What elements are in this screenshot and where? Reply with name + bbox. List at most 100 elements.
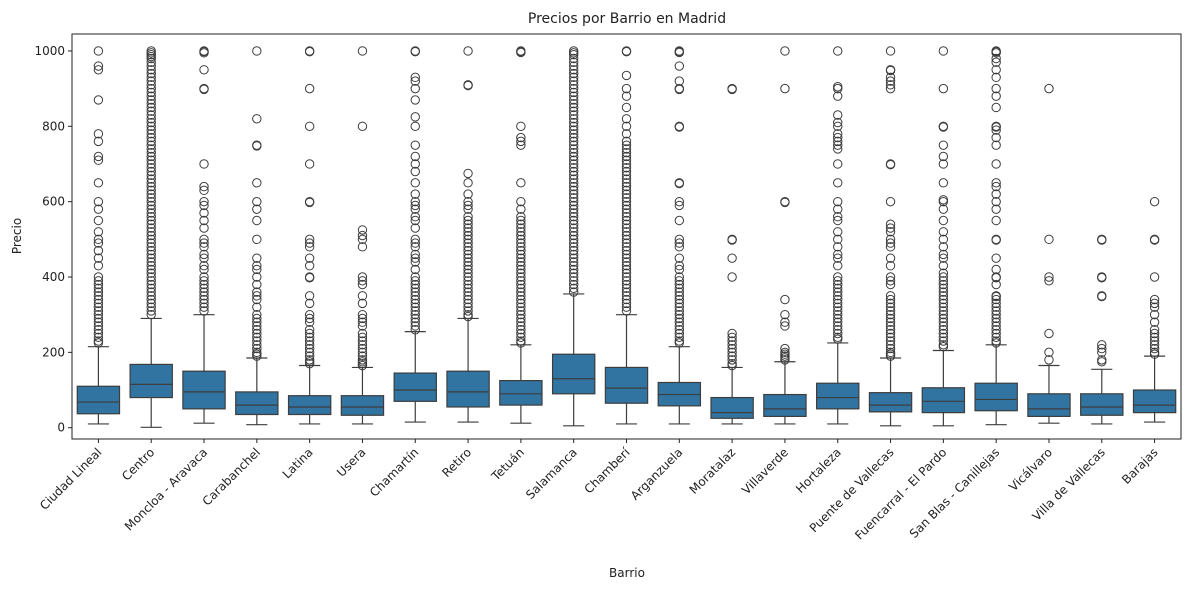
outlier-point [304,298,315,309]
outlier-point [146,129,156,139]
outlier-point [885,253,896,263]
box-group [763,46,807,425]
outlier-point [146,166,156,177]
outlier-point [146,257,156,267]
outlier-point [885,302,896,312]
box-group [974,46,1018,426]
outlier-point [199,249,209,260]
outlier-point [991,53,1001,64]
outlier-point [674,298,685,309]
outlier-point [1044,328,1054,339]
outlier-point [938,242,949,252]
outlier-point [410,306,420,316]
outlier-point [938,215,949,226]
outlier-point [410,223,420,233]
outlier-point [833,132,843,143]
box [446,370,490,408]
outlier-point [885,260,896,271]
outlier-point [463,168,473,179]
outlier-point [93,155,104,165]
outlier-point [938,321,949,331]
outlier-point [199,287,209,297]
outlier-point [1044,347,1054,358]
outlier-point [568,166,579,177]
outlier-point [357,225,368,235]
outlier-point [621,200,632,211]
outlier-point [780,196,790,207]
outlier-point [146,178,156,188]
outlier-point [885,65,896,76]
outlier-point [991,181,1001,192]
outlier-point [991,235,1001,245]
outlier-point [621,208,632,218]
y-axis-label: Precio [10,218,24,254]
outlier-point [516,219,526,229]
outlier-point [833,212,843,222]
outlier-point [357,336,368,346]
outlier-point [146,291,156,301]
outlier-point [146,151,156,162]
outlier-point [410,238,420,248]
outlier-point [568,61,579,71]
outlier-point [568,50,579,60]
outlier-point [304,313,315,324]
outlier-point [1097,291,1107,301]
outlier-point [199,276,209,286]
outlier-point [410,257,420,267]
box [182,370,226,410]
outlier-point [410,283,420,294]
outlier-point [252,272,262,282]
outlier-point [1149,294,1160,305]
outlier-point [1149,196,1160,207]
outlier-point [93,325,104,335]
outlier-point [674,283,685,294]
outlier-point [833,309,843,320]
outlier-point [1149,325,1160,335]
outlier-point [621,212,632,222]
outlier-point [146,83,156,94]
outlier-point [146,306,156,316]
outlier-point [146,163,156,173]
outlier-point [833,178,843,188]
box [1132,389,1177,414]
box-group [393,46,437,423]
outlier-point [252,287,262,297]
outlier-point [568,196,579,207]
outlier-point [410,287,420,297]
outlier-point [252,196,262,207]
outlier-point [304,272,315,282]
outlier-point [991,294,1001,305]
x-tick-label: Usera [334,445,368,479]
outlier-point [93,313,104,324]
outlier-point [146,65,156,75]
y-tick-label: 1000 [34,44,65,58]
outlier-point [146,287,156,297]
outlier-point [146,68,156,79]
outlier-point [568,204,579,214]
outlier-point [410,298,420,309]
outlier-point [146,302,156,312]
outlier-point [885,238,896,248]
outlier-point [410,317,420,327]
outlier-point [463,257,473,267]
outlier-point [516,121,526,132]
y-axis: 0 200 400 600 800 1000 [34,44,72,435]
outlier-point [304,242,315,252]
outlier-point [463,189,473,199]
outlier-point [621,276,632,286]
box-group [235,46,279,426]
outlier-point [1044,83,1054,94]
outlier-point [304,351,315,361]
outlier-point [93,294,104,305]
outlier-point [568,87,579,98]
box-group [340,46,385,425]
outlier-point [357,46,368,56]
outlier-point [304,253,315,263]
outlier-point [674,122,685,132]
outlier-point [516,325,526,335]
outlier-point [991,159,1001,169]
outlier-point [410,151,420,162]
outlier-point [516,321,526,331]
outlier-point [93,287,104,297]
outlier-point [410,196,420,207]
